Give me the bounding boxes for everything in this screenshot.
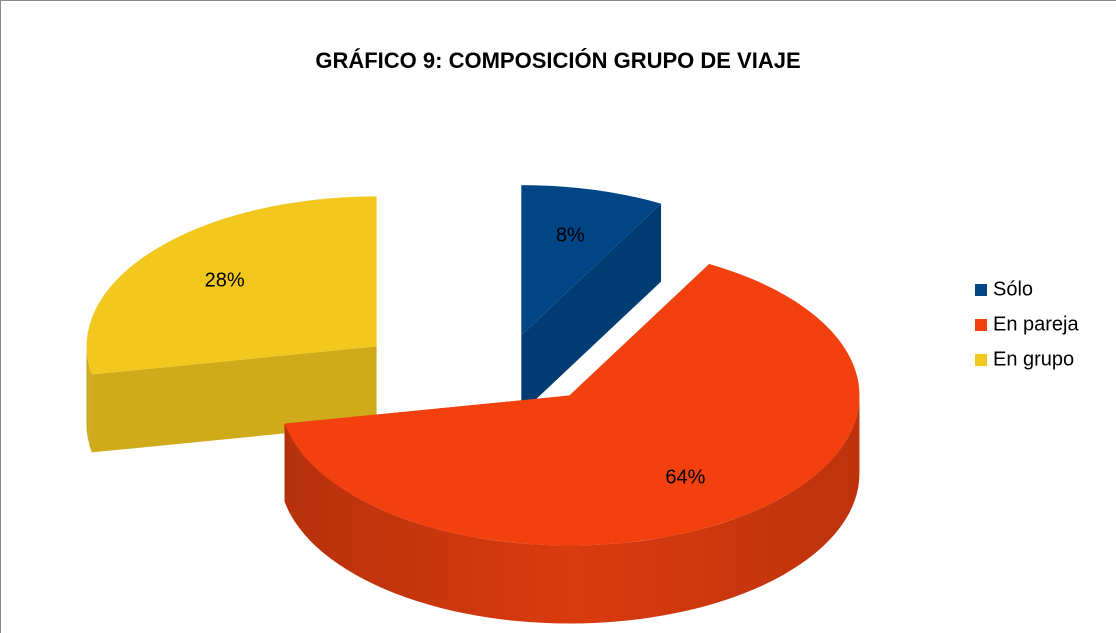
slice-top	[284, 264, 860, 546]
legend-label: Sólo	[993, 278, 1033, 300]
data-label: 28%	[205, 270, 245, 292]
legend-swatch	[975, 319, 987, 331]
slice-top	[86, 196, 377, 375]
chart-title: GRÁFICO 9: COMPOSICIÓN GRUPO DE VIAJE	[315, 48, 800, 73]
legend-swatch	[975, 284, 987, 296]
slice-wall	[86, 346, 92, 453]
pie-slice: 64%	[284, 264, 860, 624]
data-label: 64%	[665, 466, 705, 488]
legend-swatch	[975, 354, 987, 366]
slice-top	[521, 185, 662, 336]
legend-label: En pareja	[993, 313, 1079, 335]
data-label: 8%	[556, 225, 585, 247]
pie-slice: 8%	[521, 185, 662, 414]
slice-side	[521, 203, 662, 414]
slice-wall	[284, 395, 860, 624]
legend-label: En grupo	[993, 348, 1074, 370]
